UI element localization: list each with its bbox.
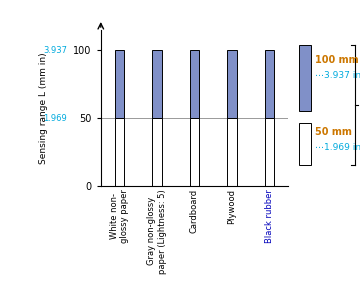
Bar (115, 118, 124, 186)
Y-axis label: Sensing range L (mm in): Sensing range L (mm in) (39, 52, 48, 164)
Bar (152, 118, 162, 186)
Bar (115, 50, 124, 118)
Text: 1.969: 1.969 (43, 114, 67, 123)
Text: 3.937: 3.937 (43, 46, 67, 55)
Bar (190, 50, 199, 118)
Bar (227, 118, 237, 186)
Bar (265, 50, 274, 118)
Text: ⋯3.937 in: ⋯3.937 in (315, 70, 360, 80)
Text: 100 mm: 100 mm (315, 55, 359, 65)
Bar (190, 118, 199, 186)
Text: ⋯1.969 in: ⋯1.969 in (315, 142, 360, 152)
Bar (265, 118, 274, 186)
Text: 50 mm: 50 mm (315, 127, 352, 137)
Bar (152, 50, 162, 118)
Bar (227, 50, 237, 118)
